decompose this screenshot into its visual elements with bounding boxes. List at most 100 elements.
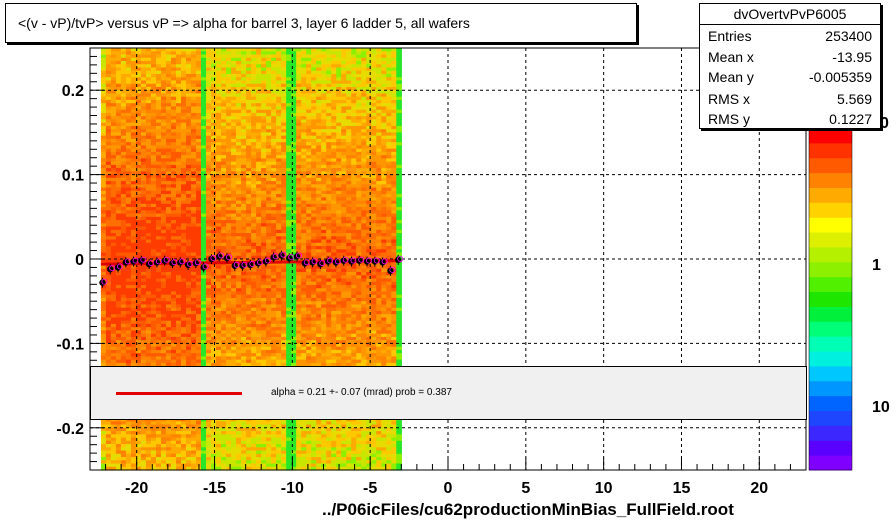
heatmap-cell	[160, 323, 167, 328]
heatmap-cell	[135, 51, 142, 56]
heatmap-cell	[191, 116, 197, 121]
heatmap-cell	[186, 135, 192, 140]
heatmap-cell	[150, 346, 157, 351]
heatmap-cell	[271, 57, 277, 62]
heatmap-cell	[165, 194, 172, 198]
heatmap-cell	[236, 181, 242, 185]
heatmap-cell	[110, 453, 117, 458]
heatmap-cell	[211, 457, 217, 461]
heatmap-cell	[110, 323, 117, 328]
heatmap-cell	[286, 177, 292, 182]
heatmap-cell	[186, 171, 192, 176]
heatmap-cell	[135, 220, 142, 224]
heatmap-cell	[216, 194, 222, 198]
heatmap-cell	[135, 177, 142, 182]
heatmap-cell	[236, 421, 242, 426]
heatmap-cell	[196, 349, 202, 354]
heatmap-cell	[216, 301, 222, 306]
heatmap-cell	[135, 96, 142, 101]
heatmap-cell	[251, 362, 257, 367]
heatmap-cell	[201, 242, 207, 247]
heatmap-cell	[251, 145, 257, 150]
heatmap-cell	[231, 54, 237, 59]
heatmap-cell	[181, 421, 187, 426]
heatmap-cell	[130, 177, 137, 182]
heatmap-cell	[271, 421, 277, 426]
heatmap-cell	[276, 460, 282, 465]
heatmap-cell	[125, 119, 132, 124]
heatmap-cell	[145, 288, 152, 293]
heatmap-cell	[140, 323, 147, 328]
heatmap-cell	[236, 434, 242, 439]
heatmap-cell	[196, 51, 202, 56]
heatmap-cell	[150, 353, 157, 357]
heatmap-cell	[181, 151, 187, 156]
heatmap-cell	[181, 434, 187, 439]
heatmap-cell	[170, 233, 177, 237]
heatmap-cell	[196, 288, 202, 293]
heatmap-cell	[201, 148, 207, 153]
heatmap-cell	[165, 307, 172, 312]
heatmap-cell	[291, 164, 297, 169]
heatmap-cell	[241, 184, 247, 189]
heatmap-cell	[170, 453, 177, 458]
heatmap-cell	[191, 151, 197, 156]
heatmap-cell	[120, 171, 127, 176]
heatmap-cell	[246, 181, 252, 185]
heatmap-cell	[105, 317, 112, 322]
heatmap-cell	[176, 444, 182, 448]
heatmap-cell	[251, 77, 257, 82]
heatmap-cell	[181, 323, 187, 328]
heatmap-cell	[100, 424, 107, 429]
heatmap-cell	[176, 434, 182, 439]
heatmap-cell	[110, 64, 117, 69]
heatmap-cell	[246, 353, 252, 357]
heatmap-cell	[276, 233, 282, 237]
heatmap-cell	[176, 317, 182, 322]
heatmap-cell	[191, 268, 197, 273]
heatmap-cell	[160, 447, 167, 452]
heatmap-cell	[196, 294, 202, 299]
heatmap-cell	[140, 343, 147, 348]
heatmap-cell	[170, 161, 177, 166]
heatmap-cell	[150, 466, 157, 471]
heatmap-cell	[276, 356, 282, 361]
heatmap-cell	[221, 48, 227, 52]
heatmap-cell	[160, 161, 167, 166]
heatmap-cell	[231, 323, 237, 328]
heatmap-cell	[221, 177, 227, 182]
heatmap-cell	[271, 466, 277, 471]
heatmap-cell	[256, 86, 262, 91]
heatmap-cell	[226, 330, 232, 335]
heatmap-cell	[216, 236, 222, 241]
heatmap-cell	[100, 122, 107, 127]
heatmap-cell	[251, 262, 257, 267]
heatmap-cell	[266, 220, 272, 224]
heatmap-cell	[196, 171, 202, 176]
heatmap-cell	[165, 187, 172, 192]
heatmap-cell	[165, 330, 172, 335]
heatmap-cell	[191, 457, 197, 461]
heatmap-cell	[206, 236, 212, 241]
heatmap-cell	[110, 174, 117, 179]
heatmap-cell	[246, 288, 252, 293]
heatmap-cell	[135, 103, 142, 108]
heatmap-cell	[271, 359, 277, 364]
heatmap-cell	[221, 249, 227, 254]
heatmap-cell	[246, 171, 252, 176]
heatmap-cell	[110, 93, 117, 98]
heatmap-cell	[110, 314, 117, 319]
heatmap-cell	[125, 291, 132, 296]
heatmap-cell	[246, 268, 252, 273]
heatmap-cell	[170, 171, 177, 176]
heatmap-cell	[191, 77, 197, 82]
heatmap-cell	[271, 93, 277, 98]
heatmap-cell	[181, 333, 187, 338]
heatmap-cell	[181, 106, 187, 111]
heatmap-cell	[181, 57, 187, 62]
heatmap-cell	[201, 216, 207, 221]
heatmap-cell	[110, 122, 117, 127]
heatmap-cell	[191, 278, 197, 283]
heatmap-cell	[120, 333, 127, 338]
heatmap-cell	[181, 353, 187, 357]
